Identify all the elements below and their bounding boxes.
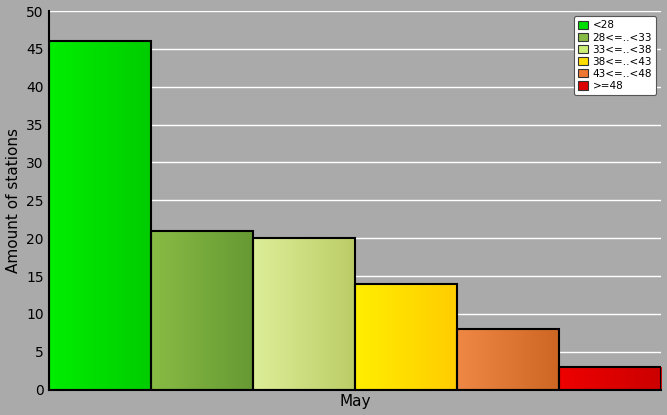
Legend: <28, 28<=..<33, 33<=..<38, 38<=..<43, 43<=..<48, >=48: <28, 28<=..<33, 33<=..<38, 38<=..<43, 43…	[574, 16, 656, 95]
Bar	[560, 367, 662, 390]
Bar	[457, 329, 560, 390]
Y-axis label: Amount of stations: Amount of stations	[5, 128, 21, 273]
Bar	[355, 283, 457, 390]
Bar	[49, 42, 151, 390]
Bar	[253, 238, 355, 390]
Bar	[151, 231, 253, 390]
